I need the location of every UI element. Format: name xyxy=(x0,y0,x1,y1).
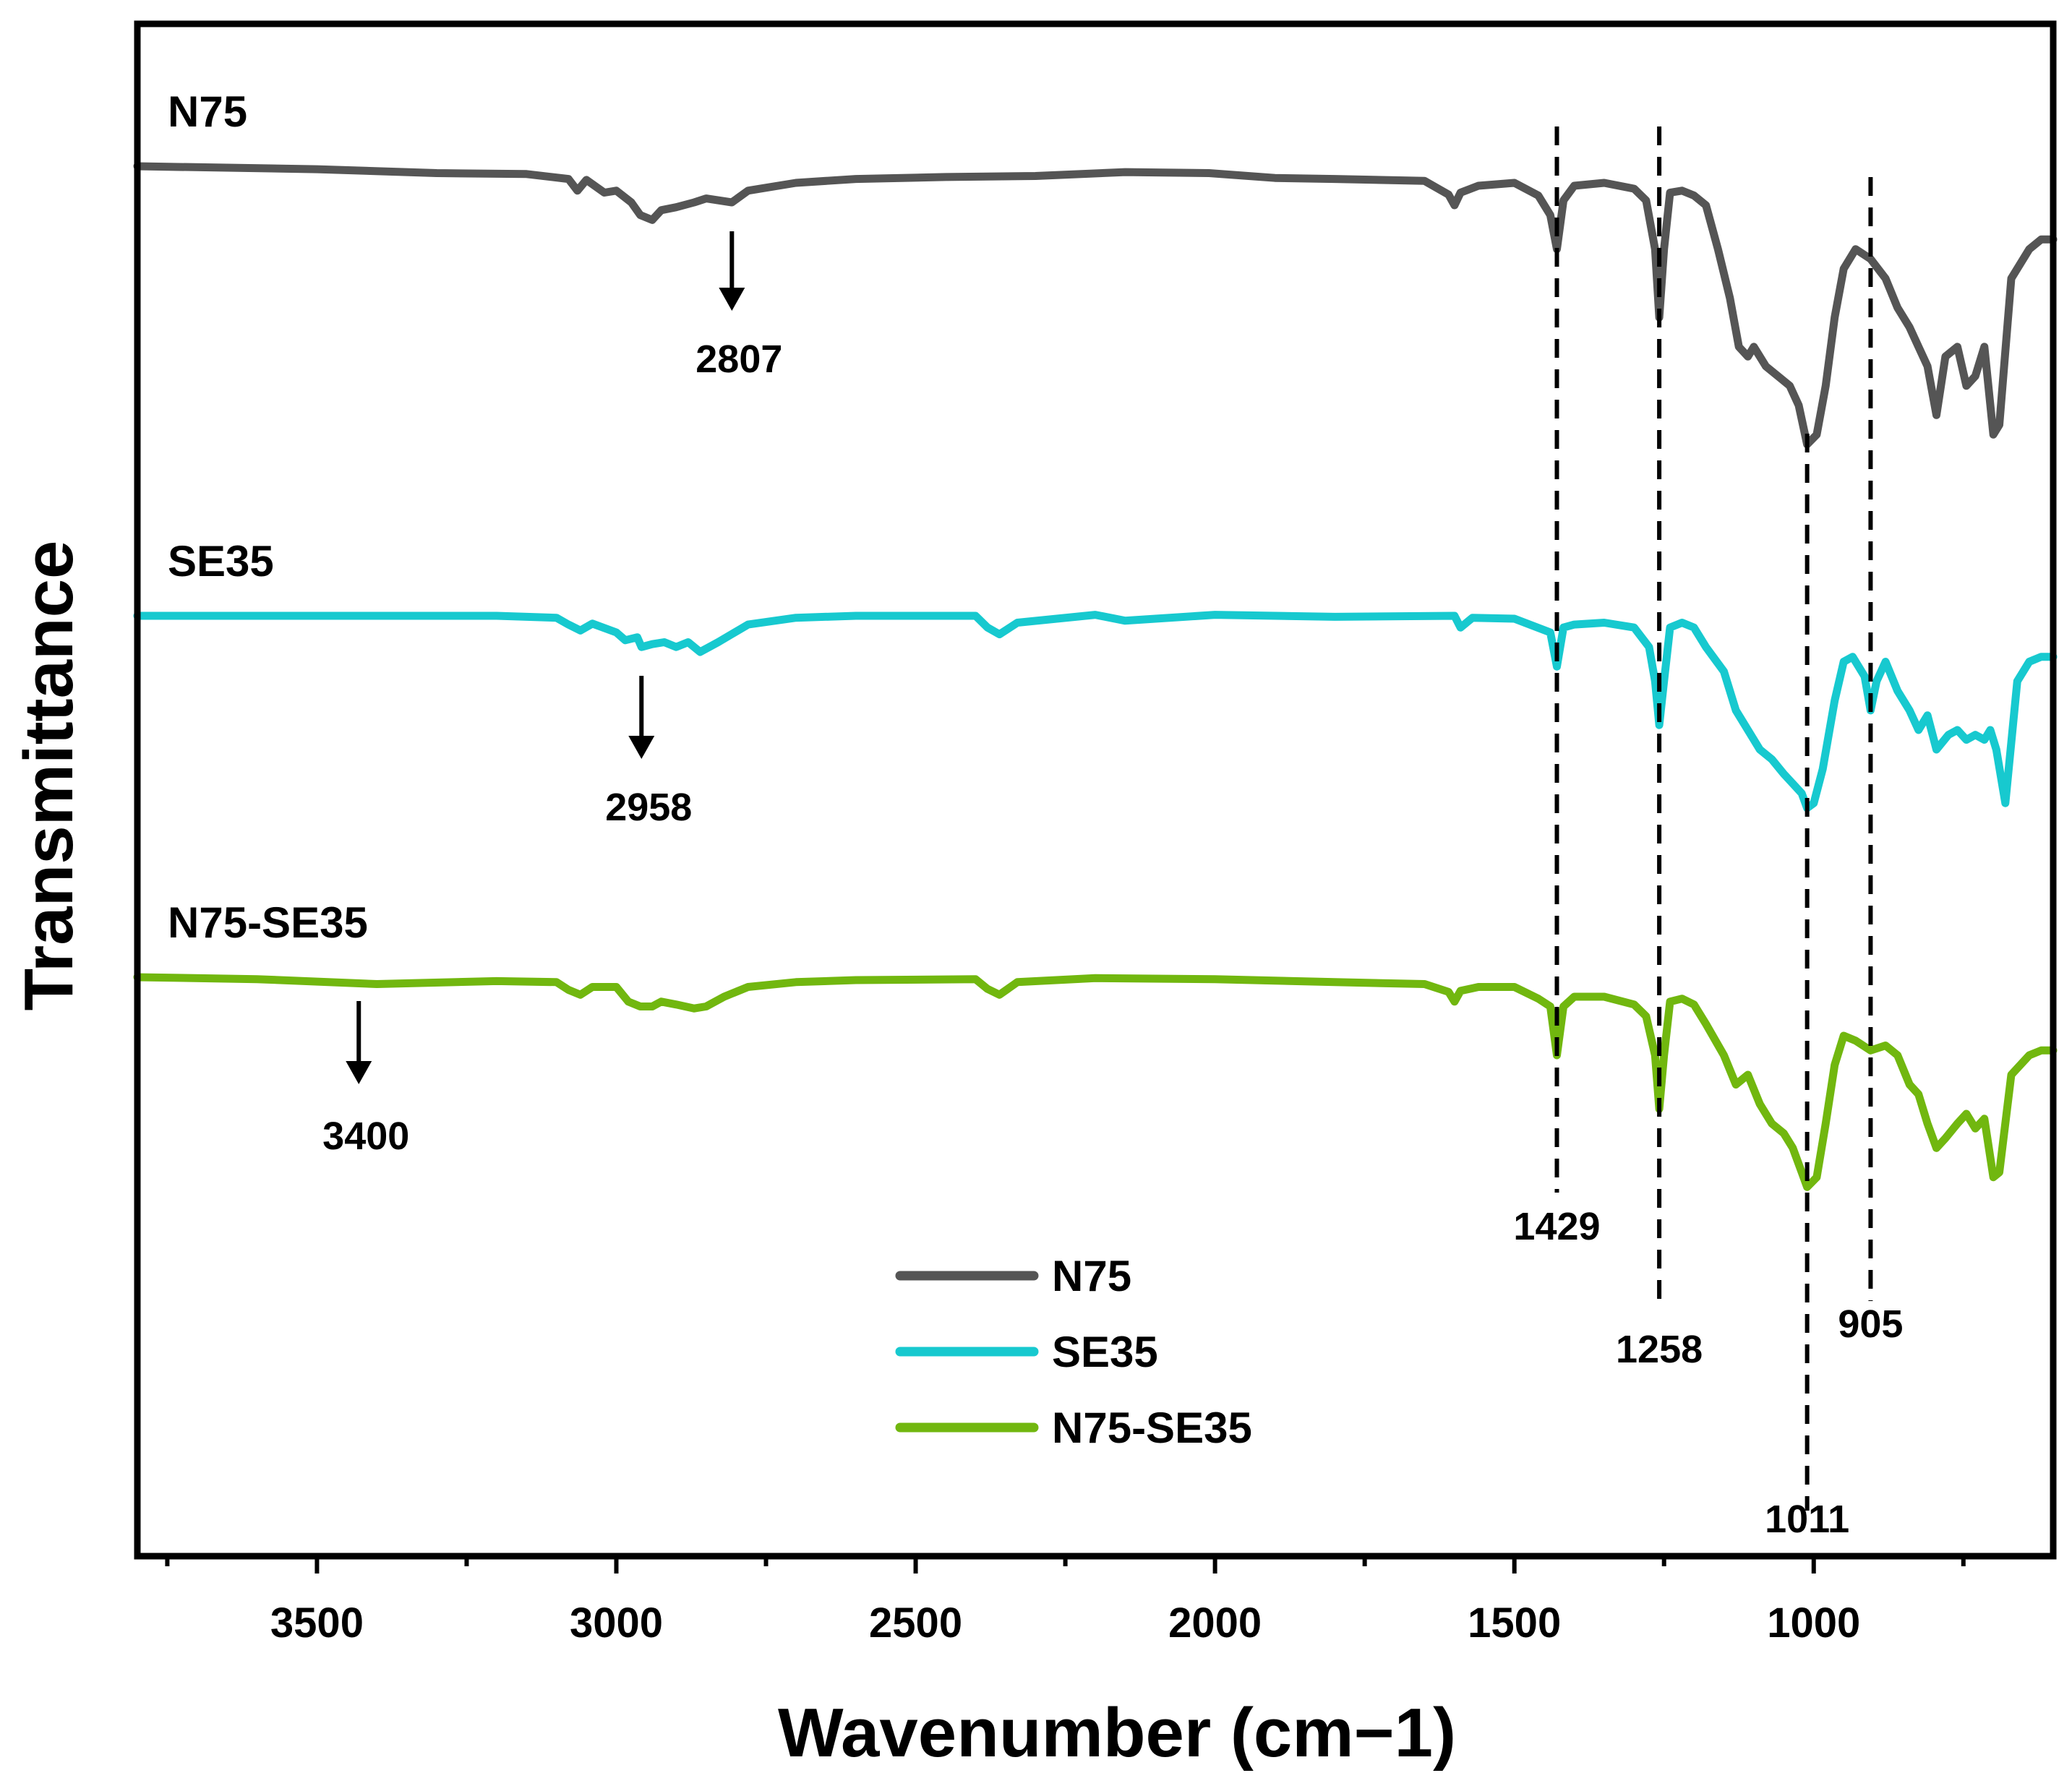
marker-label-905: 905 xyxy=(1838,1302,1903,1346)
series-line-n75-se35 xyxy=(133,973,2058,1191)
x-axis-title: Wavenumber (cm−1) xyxy=(778,1694,1456,1772)
arrow-label-2958: 2958 xyxy=(605,786,692,829)
marker-label-1429: 1429 xyxy=(1513,1205,1600,1248)
x-axis-ticks: 3500 3000 2500 2000 1500 1000 xyxy=(165,1556,1966,1647)
series-line-se35 xyxy=(133,611,2058,812)
series-layer: N75 SE35 N75-SE35 xyxy=(133,87,2058,1191)
x-tick-label: 2500 xyxy=(869,1600,962,1647)
arrow-head-3400 xyxy=(346,1061,372,1084)
x-tick-label: 1500 xyxy=(1468,1600,1561,1647)
plot-frame xyxy=(134,20,2057,1560)
legend-label-se35: SE35 xyxy=(1052,1328,1158,1376)
legend: N75 SE35 N75-SE35 xyxy=(895,1252,1252,1452)
legend-label-n75-se35: N75-SE35 xyxy=(1052,1404,1252,1452)
x-tick-label: 1000 xyxy=(1767,1600,1860,1647)
marker-label-1258: 1258 xyxy=(1616,1328,1703,1371)
annotation-layer: 2807 2958 3400 xyxy=(322,231,782,1158)
series-label-se35: SE35 xyxy=(168,537,274,585)
marker-label-1011: 1011 xyxy=(1765,1498,1849,1541)
marker-layer: 1429 1258 1011 905 xyxy=(1513,126,1903,1541)
y-axis-title: Transmittance xyxy=(10,541,87,1011)
x-tick-label: 2000 xyxy=(1168,1600,1262,1647)
arrow-head-2807 xyxy=(719,288,745,311)
legend-label-n75: N75 xyxy=(1052,1252,1131,1300)
x-tick-label: 3000 xyxy=(570,1600,663,1647)
arrow-head-2958 xyxy=(628,736,655,759)
series-line-n75 xyxy=(133,162,2058,449)
arrow-label-3400: 3400 xyxy=(322,1115,409,1158)
series-label-n75-se35: N75-SE35 xyxy=(168,898,368,947)
x-tick-label: 3500 xyxy=(270,1600,364,1647)
series-label-n75: N75 xyxy=(168,87,247,136)
arrow-label-2807: 2807 xyxy=(695,338,782,381)
